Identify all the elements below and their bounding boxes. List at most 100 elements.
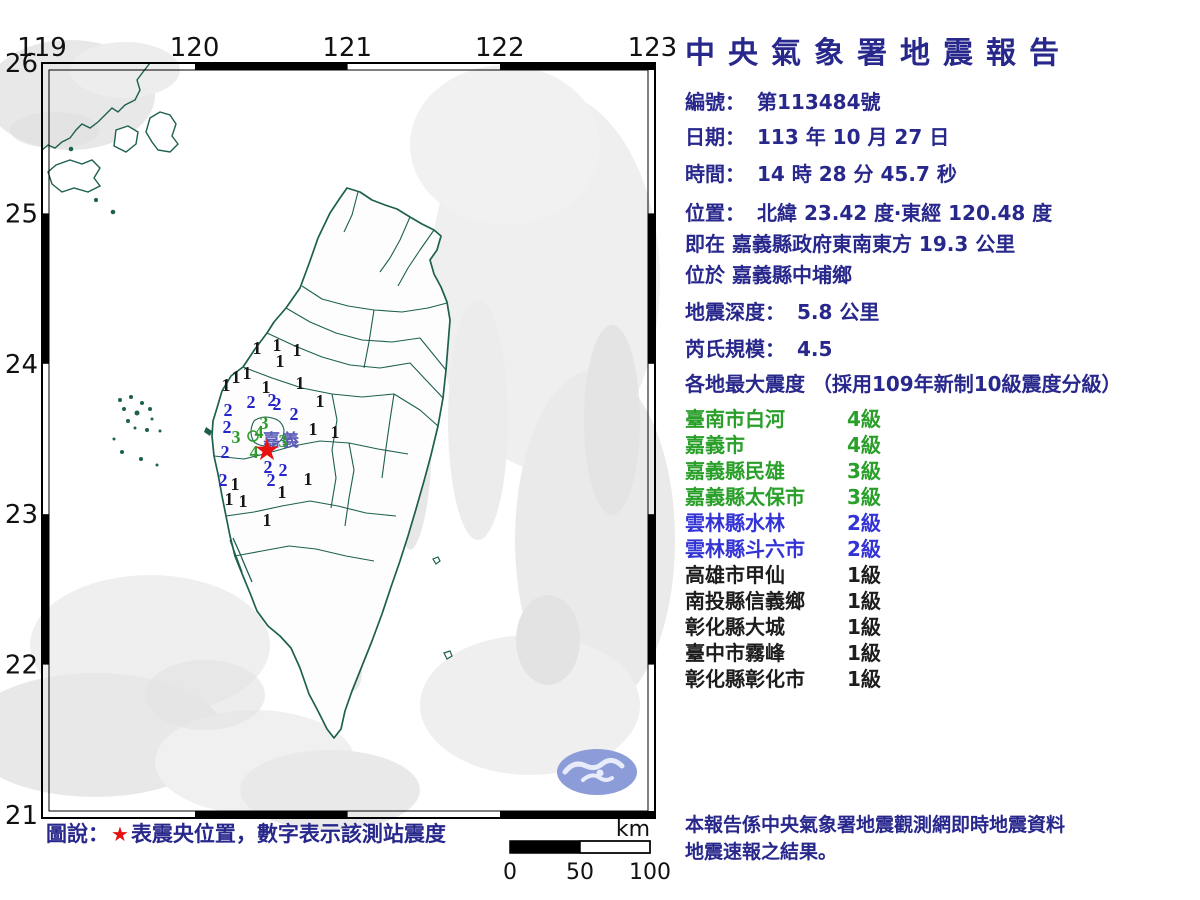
station-intensity-number: 2: [279, 460, 288, 480]
station-intensity-number: 1: [316, 391, 325, 411]
station-intensity-number: 1: [276, 351, 285, 371]
station-intensity-number: 1: [309, 419, 318, 439]
intensity-level: 3級: [847, 459, 881, 483]
location-value: 北緯 23.42 度‧東經 120.48 度: [757, 201, 1053, 225]
station-intensity-number: 1: [331, 422, 340, 442]
axis-left-tick-label: 22: [5, 651, 38, 681]
report-number-line: 編號： 第113484號: [685, 86, 881, 115]
intensity-level: 3級: [847, 485, 881, 509]
scale-tick-0: 0: [503, 860, 517, 885]
report-location-line: 位置： 北緯 23.42 度‧東經 120.48 度: [685, 197, 1052, 226]
station-intensity-number: 1: [278, 482, 287, 502]
station-intensity-number: 4: [255, 422, 264, 442]
station-intensity-number: 1: [231, 474, 240, 494]
offshore-islets: [432, 556, 453, 660]
intensity-row: 臺南市白河 4級: [685, 406, 985, 432]
intensity-row: 嘉義縣太保市 3級: [685, 484, 985, 510]
station-intensity-number: 4: [250, 442, 259, 462]
intensity-level: 4級: [847, 433, 881, 457]
mainland-coast: [41, 62, 179, 215]
intensity-level: 2級: [847, 511, 881, 535]
map-frame: [41, 62, 656, 819]
intensity-level: 4級: [847, 407, 881, 431]
station-intensity-number: 1: [232, 367, 241, 387]
taiwan-coastline: [211, 187, 451, 739]
intensity-row: 雲林縣水林 2級: [685, 510, 985, 536]
intensity-heading: 各地最大震度 （採用109年新制10級震度分級）: [685, 372, 1122, 396]
report-depth-line: 地震深度： 5.8 公里: [685, 296, 879, 325]
report-title: 中央氣象署地震報告: [685, 36, 1072, 71]
magnitude-value: 4.5: [797, 337, 833, 361]
station-intensity-number: 3: [232, 427, 241, 447]
time-label: 時間：: [685, 162, 745, 186]
station-intensity-number: 1: [263, 510, 272, 530]
epicenter-star: ★: [254, 433, 281, 468]
depth-label: 地震深度：: [685, 300, 785, 324]
legend-text: 表震央位置，數字表示該測站震度: [130, 822, 446, 846]
station-intensity-number: 1: [222, 375, 231, 395]
intensity-list: 臺南市白河 4級 嘉義市 4級 嘉義縣民雄 3級 嘉義縣太保市 3級 雲林縣水林 2級 雲林縣斗六市…: [685, 406, 985, 692]
station-intensity-number: 3: [260, 413, 269, 433]
intensity-row: 彰化縣彰化市 1級: [685, 666, 985, 692]
axis-left-tick-label: 26: [5, 49, 38, 79]
tainan-lagoon: [229, 537, 253, 583]
number-label: 編號：: [685, 90, 745, 114]
axis-left-labels: 26 25 24 23 22 21: [5, 49, 38, 831]
intensity-row: 高雄市甲仙 1級: [685, 562, 985, 588]
station-intensity-number: 2: [221, 442, 230, 462]
legend-prefix: 圖說：: [46, 822, 109, 846]
station-intensity-number: 2: [273, 394, 282, 414]
axis-left-tick-label: 21: [5, 801, 38, 831]
intensity-row: 嘉義縣民雄 3級: [685, 458, 985, 484]
intensity-place: 彰化縣大城: [685, 615, 785, 639]
station-intensity-number: 1: [293, 340, 302, 360]
date-label: 日期：: [685, 125, 745, 149]
intensity-level: 1級: [847, 589, 881, 613]
intensity-place: 嘉義市: [685, 433, 745, 457]
station-intensity-number: 2: [268, 390, 277, 410]
axis-top-labels: 119 120 121 122 123: [17, 33, 677, 63]
station-intensity-number: 2: [247, 392, 256, 412]
axis-left-tick-label: 23: [5, 500, 38, 530]
depth-value: 5.8 公里: [797, 300, 880, 324]
intensity-place: 雲林縣水林: [685, 511, 785, 535]
station-intensity-number: 1: [243, 363, 252, 383]
time-value: 14 時 28 分 45.7 秒: [757, 162, 957, 186]
bathymetry-shading: [0, 40, 675, 830]
number-value: 第113484號: [757, 90, 881, 114]
axis-top-tick-label: 122: [475, 33, 525, 63]
intensity-level: 1級: [847, 615, 881, 639]
intensity-level: 1級: [847, 667, 881, 691]
intensity-place: 高雄市甲仙: [685, 563, 785, 587]
city-marker: [247, 430, 259, 442]
report-panel: 中央氣象署地震報告 編號： 第113484號 日期： 113 年 10 月 27 日…: [685, 0, 1190, 900]
intensity-place: 嘉義縣民雄: [685, 459, 785, 483]
epicenter-star-glyph: ★: [111, 822, 129, 846]
footer-note-line1: 本報告係中央氣象署地震觀測網即時地震資料: [685, 814, 1066, 836]
axis-left-tick-label: 24: [5, 350, 38, 380]
report-time-line: 時間： 14 時 28 分 45.7 秒: [685, 158, 957, 187]
intensity-row: 嘉義市 4級: [685, 432, 985, 458]
station-intensity-number: 1: [273, 335, 282, 355]
station-intensity-number: 1: [304, 469, 313, 489]
report-relative-line: 即在 嘉義縣政府東南東方 19.3 公里: [685, 232, 1016, 256]
intensity-place: 臺中市霧峰: [685, 641, 785, 665]
intensity-place: 彰化縣彰化市: [685, 667, 805, 691]
scale-tick-50: 50: [566, 860, 594, 885]
intensity-place: 嘉義縣太保市: [685, 485, 805, 509]
axis-top-tick-label: 123: [628, 33, 678, 63]
intensity-level: 1級: [847, 641, 881, 665]
intensity-place: 南投縣信義鄉: [685, 589, 805, 613]
station-intensity-number: 1: [239, 491, 248, 511]
axis-top-tick-label: 120: [170, 33, 220, 63]
station-intensity-number: 2: [224, 400, 233, 420]
scale-bar: km 0 50 100: [503, 817, 671, 885]
station-intensity-number: 2: [267, 470, 276, 490]
station-intensity-number: 1: [296, 373, 305, 393]
station-intensity-number: 1: [262, 377, 271, 397]
intensity-place: 雲林縣斗六市: [685, 537, 805, 561]
axis-top-tick-label: 119: [17, 33, 67, 63]
